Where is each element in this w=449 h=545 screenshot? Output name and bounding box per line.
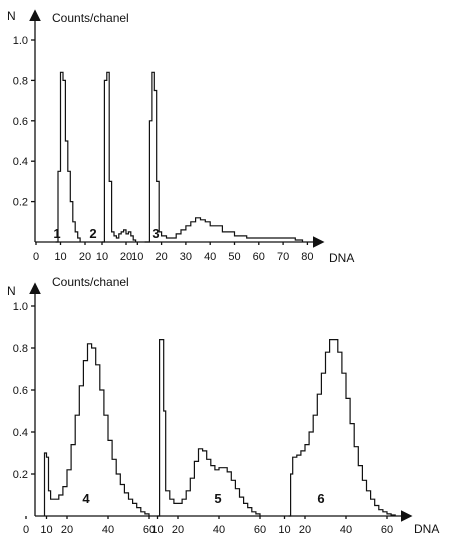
histogram-series-1 (55, 71, 81, 243)
x-tick-label: 60 (381, 524, 393, 536)
y-axis-label: N (7, 9, 16, 23)
x-tick-label: 10 (40, 524, 52, 536)
x-tick-label: 50 (228, 251, 240, 263)
x-tick-label: 20 (79, 251, 91, 263)
x-tick-label: 40 (213, 524, 225, 536)
histogram-series-4 (43, 343, 150, 516)
y-tick-label: 0.2 (13, 469, 28, 481)
x-tick-label: 20 (61, 524, 73, 536)
x-tick-label: 10 (131, 251, 143, 263)
x-tick-label: 10 (151, 524, 163, 536)
chart-panel-bottom: N Counts/chanel DNA 0.2 0.4 0.6 0.8 1.0 0 10 20 40 6… (7, 275, 439, 536)
y-tick-label: 0.6 (13, 385, 28, 397)
histogram-series-3 (144, 71, 304, 243)
x-tick-label: 60 (143, 524, 155, 536)
x-tick-label: 20 (155, 251, 167, 263)
x-tick-label: 30 (180, 251, 192, 263)
y-axis-note: Counts/chanel (52, 11, 129, 25)
y-tick-label: 1.0 (13, 35, 28, 47)
y-tick-label: 0.6 (13, 116, 28, 128)
x-axis-label: DNA (414, 522, 439, 536)
x-tick-label: 80 (301, 251, 313, 263)
x-tick-label: 0 (33, 251, 39, 263)
x-tick-label: 20 (299, 524, 311, 536)
y-axis-note: Counts/chanel (52, 275, 129, 289)
series-label-6: 6 (317, 491, 324, 506)
x-tick-label: 40 (102, 524, 114, 536)
y-tick-label: 0.8 (13, 75, 28, 87)
series-label-2: 2 (89, 226, 96, 241)
x-tick-label: 0 (23, 524, 29, 536)
histogram-series-5 (157, 339, 261, 517)
histogram-series-2 (102, 71, 137, 243)
series-label-4: 4 (82, 491, 90, 506)
x-tick-label: 60 (254, 524, 266, 536)
x-tick-label: 70 (277, 251, 289, 263)
x-axis-label: DNA (329, 251, 354, 265)
y-tick-label: 0.2 (13, 197, 28, 209)
series-label-1: 1 (53, 226, 60, 241)
y-tick-label: 0.4 (13, 156, 28, 168)
x-tick-label: 20 (172, 524, 184, 536)
x-tick-label: 40 (204, 251, 216, 263)
x-tick-label: 40 (340, 524, 352, 536)
x-tick-label: 10 (96, 251, 108, 263)
series-label-5: 5 (214, 491, 221, 506)
y-axis-label: N (7, 284, 16, 298)
y-tick-label: 0.8 (13, 343, 28, 355)
x-tick-label: 60 (253, 251, 265, 263)
histogram-series-6 (288, 339, 396, 517)
y-tick-label: 1.0 (13, 301, 28, 313)
series-label-3: 3 (152, 226, 159, 241)
y-tick-label: 0.4 (13, 427, 28, 439)
x-tick-label: 20 (120, 251, 132, 263)
x-tick-label: 10 (278, 524, 290, 536)
x-tick-label: 10 (54, 251, 66, 263)
